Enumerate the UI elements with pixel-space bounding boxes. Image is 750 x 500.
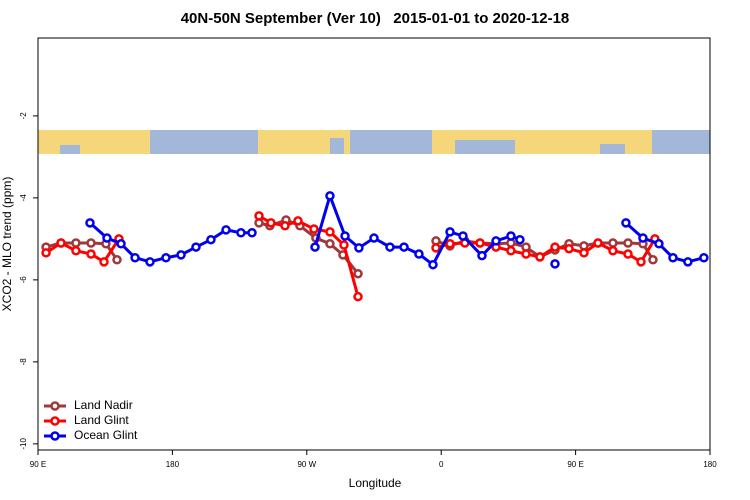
point — [535, 252, 545, 262]
point — [221, 225, 231, 235]
point — [515, 234, 525, 245]
point — [102, 233, 112, 243]
point — [71, 246, 81, 256]
chart-title: 40N-50N September (Ver 10) 2015-01-01 to… — [181, 10, 570, 27]
point — [310, 242, 320, 252]
point — [668, 252, 678, 263]
y-tick-label: -4 — [19, 194, 28, 202]
y-tick-label: -8 — [19, 358, 28, 366]
legend-marker — [50, 401, 60, 411]
point — [254, 211, 264, 221]
point — [550, 259, 560, 269]
point — [638, 233, 648, 243]
point — [608, 238, 618, 248]
point — [683, 257, 693, 267]
point — [325, 227, 335, 237]
y-tick-label: -10 — [19, 438, 28, 450]
x-tick-label: 0 — [439, 460, 444, 469]
x-tick-label: 180 — [703, 460, 717, 469]
point — [654, 239, 664, 249]
point — [353, 291, 363, 302]
point — [550, 242, 560, 252]
x-axis-label: Longitude — [349, 476, 402, 490]
point — [475, 238, 485, 248]
point — [206, 234, 216, 245]
point — [71, 238, 81, 248]
point — [506, 246, 516, 256]
legend-label: Land Nadir — [74, 398, 133, 412]
point — [445, 227, 455, 237]
point — [458, 231, 468, 241]
point — [161, 252, 171, 263]
point — [191, 242, 201, 252]
x-tick-label: 90 W — [297, 460, 316, 469]
point — [247, 227, 257, 238]
point — [699, 252, 709, 263]
point — [445, 239, 455, 249]
y-tick-label: -6 — [19, 276, 28, 284]
legend-label: Land Glint — [74, 413, 129, 427]
point — [491, 236, 501, 246]
point — [145, 257, 155, 267]
point — [41, 248, 51, 258]
point — [325, 191, 335, 201]
point — [266, 218, 276, 228]
point — [86, 249, 96, 259]
y-axis-label: XCO2 - MLO trend (ppm) — [0, 177, 14, 312]
point — [623, 238, 633, 248]
point — [521, 249, 531, 259]
point — [399, 242, 409, 252]
y-tick-label: -2 — [19, 112, 28, 120]
point — [428, 259, 438, 270]
point — [431, 243, 441, 253]
point — [130, 252, 140, 263]
point — [579, 248, 589, 258]
point — [608, 246, 618, 256]
legend-marker — [50, 416, 60, 426]
point — [354, 243, 364, 253]
point — [506, 231, 516, 241]
point — [112, 255, 122, 265]
legend-label: Ocean Glint — [74, 428, 138, 442]
plot-frame — [37, 37, 711, 451]
point — [636, 257, 646, 267]
point — [176, 250, 186, 260]
point — [353, 268, 363, 279]
point — [280, 221, 290, 231]
point — [648, 255, 658, 265]
point — [593, 238, 603, 248]
point — [477, 250, 487, 261]
point — [623, 249, 633, 259]
map-strip — [38, 130, 710, 154]
point — [99, 257, 109, 267]
point — [86, 238, 96, 248]
x-tick-label: 180 — [166, 460, 180, 469]
point — [621, 218, 631, 228]
legend-marker — [50, 431, 60, 441]
point — [414, 249, 424, 259]
point — [325, 239, 335, 249]
point — [369, 233, 379, 243]
x-tick-label: 90 E — [30, 460, 46, 469]
point — [236, 227, 246, 238]
point — [340, 231, 350, 241]
x-tick-label: 90 E — [567, 460, 583, 469]
point — [385, 242, 395, 252]
point — [564, 243, 574, 254]
point — [116, 239, 126, 249]
point — [293, 216, 303, 226]
point — [339, 240, 349, 250]
point — [85, 218, 95, 228]
point — [56, 238, 66, 248]
point — [309, 224, 319, 234]
